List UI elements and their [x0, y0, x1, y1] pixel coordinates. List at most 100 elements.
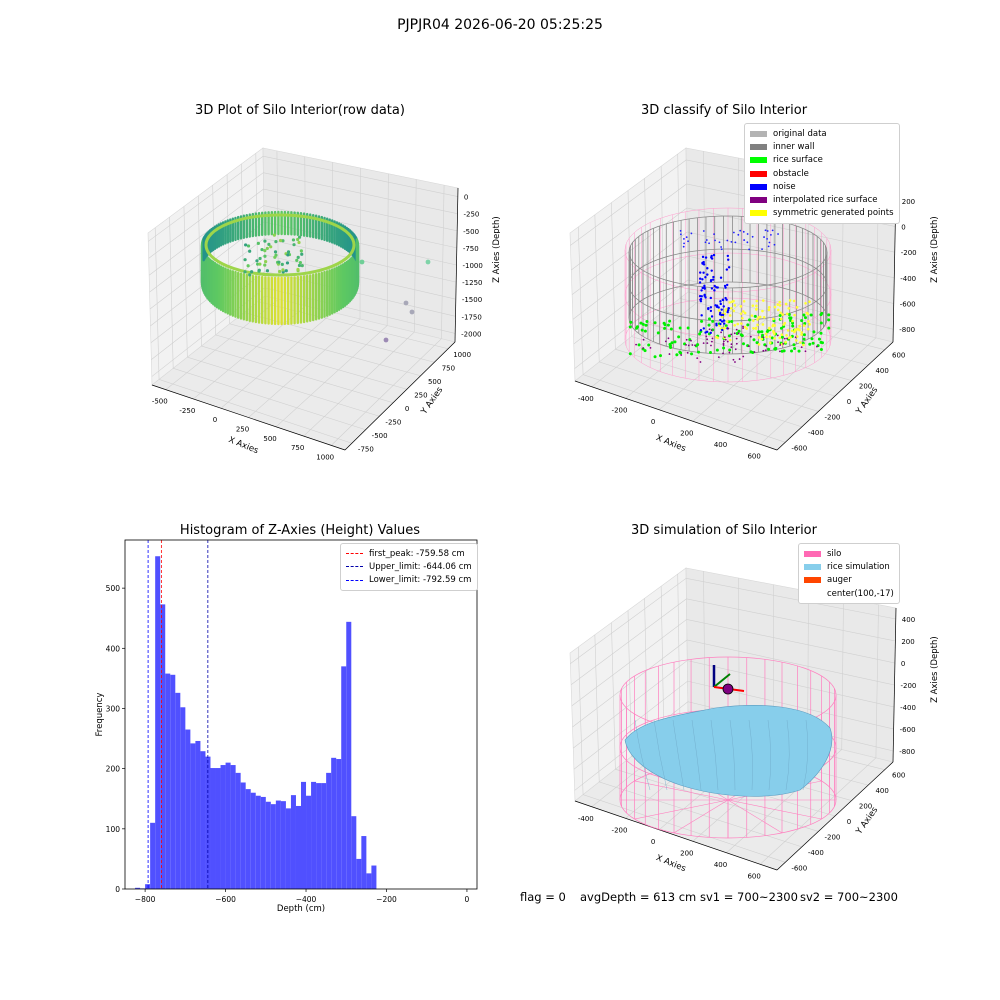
interior-point	[274, 240, 278, 244]
panel2-title: 3D classify of Silo Interior	[640, 103, 808, 118]
rice-surface-point	[817, 337, 821, 341]
y-tick-label: 500	[106, 584, 121, 593]
z-tick-label: 400	[902, 616, 915, 624]
rice-surface-point	[677, 335, 681, 339]
interpolated-point	[664, 340, 667, 343]
noise-point	[701, 255, 705, 259]
rice-surface-point	[789, 316, 793, 320]
histogram-bar	[255, 795, 261, 889]
y-gridline	[677, 154, 885, 351]
rice-surface-point	[715, 348, 719, 352]
noise-point	[683, 238, 685, 240]
ring-top-edge	[204, 213, 356, 277]
z-gridline	[148, 188, 458, 276]
noise-point	[742, 230, 745, 233]
z-tick-label: -400	[900, 275, 916, 283]
flag-text: flag = 0	[520, 890, 566, 904]
legend-swatch	[750, 170, 767, 177]
symmetric-point	[754, 308, 758, 311]
legend-label: center(100,-17)	[827, 588, 894, 599]
interpolated-point	[687, 344, 690, 347]
rice-surface-point	[707, 317, 711, 321]
y-tick-label: -400	[808, 849, 824, 857]
rice-surface-point	[686, 326, 690, 330]
z-tick-label: -400	[900, 704, 916, 712]
outlier-point	[359, 259, 365, 265]
inner-wall-ring	[628, 215, 828, 289]
interpolated-point	[727, 327, 730, 330]
legend-item: auger	[804, 574, 894, 587]
interior-point	[256, 241, 260, 245]
symmetric-point	[773, 324, 777, 327]
noise-point	[690, 232, 693, 235]
noise-point	[706, 267, 709, 270]
x-tick-label: 200	[680, 849, 693, 857]
histogram-bar	[200, 751, 206, 889]
symmetric-point	[768, 341, 772, 345]
interpolated-point	[667, 337, 670, 340]
symmetric-point	[715, 335, 718, 339]
rice-surface-point	[780, 335, 784, 339]
rice-surface-point	[643, 349, 647, 353]
rice-surface-point	[770, 336, 774, 340]
histogram-bar	[331, 757, 337, 889]
noise-point	[703, 293, 706, 297]
interpolated-point	[735, 328, 738, 331]
surface-mesh-line	[729, 719, 736, 791]
interpolated-point	[710, 344, 712, 347]
y-tick-label: -400	[808, 429, 824, 437]
interpolated-point	[735, 342, 738, 345]
rice-surface-point	[700, 319, 704, 323]
x-tick-label: 750	[291, 444, 304, 452]
legend-item: noise	[750, 180, 894, 193]
z-tick-label: -1750	[462, 313, 482, 321]
rice-surface-point	[803, 316, 807, 320]
symmetric-point	[784, 302, 788, 306]
rice-surface-point	[819, 347, 823, 351]
y-gridline	[577, 646, 786, 863]
noise-point	[773, 243, 776, 246]
noise-point	[722, 319, 726, 322]
x-tick-label: -400	[578, 395, 594, 403]
symmetric-point	[741, 310, 745, 313]
symmetric-point	[756, 323, 759, 327]
legend-label: silo	[827, 548, 842, 559]
rice-surface-point	[663, 326, 667, 330]
noise-point	[704, 296, 707, 299]
rice-surface-point	[690, 352, 694, 356]
symmetric-point	[741, 316, 744, 320]
noise-point	[712, 253, 716, 257]
interpolated-point	[776, 334, 779, 337]
symmetric-point	[778, 300, 782, 304]
rice-simulation-surface	[624, 705, 833, 797]
rice-surface-point	[640, 328, 644, 332]
noise-point	[710, 287, 714, 290]
x-tick-label: −600	[215, 895, 236, 904]
symmetric-point	[739, 305, 743, 308]
histogram-bar	[250, 792, 256, 889]
x-tick-label: 0	[465, 895, 470, 904]
x-axis-label: Depth (cm)	[277, 904, 325, 914]
interpolated-point	[680, 354, 683, 356]
noise-point	[699, 271, 702, 274]
noise-point	[707, 306, 710, 310]
z-tick-label: -600	[900, 726, 916, 734]
symmetric-point	[787, 307, 791, 310]
legend-label: interpolated rice surface	[773, 195, 878, 206]
noise-point	[713, 289, 716, 292]
x-tick-label: -400	[578, 815, 594, 823]
x-tick-label: 1000	[316, 453, 334, 461]
symmetric-point	[806, 327, 810, 331]
rice-surface-point	[780, 349, 784, 353]
x-gridline	[331, 185, 445, 446]
rice-surface-point	[656, 331, 660, 335]
histogram-bar	[235, 772, 241, 889]
interior-point	[296, 255, 300, 259]
noise-point	[767, 245, 770, 248]
rice-surface-point	[629, 320, 633, 324]
noise-point	[705, 239, 708, 241]
x-axis-line	[151, 384, 346, 451]
symmetric-point	[795, 328, 799, 331]
interpolated-point	[696, 357, 699, 360]
interpolated-point	[816, 345, 818, 348]
